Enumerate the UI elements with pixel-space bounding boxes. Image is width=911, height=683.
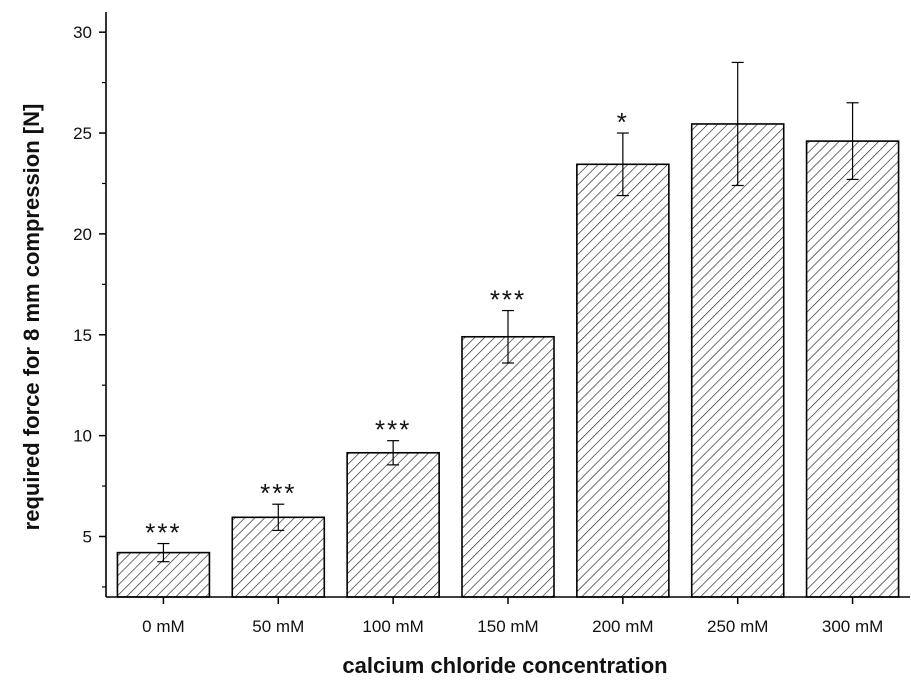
- significance-label: *: [617, 107, 629, 137]
- y-tick-label: 25: [73, 124, 92, 143]
- significance-label: ***: [375, 415, 411, 445]
- y-tick-label: 10: [73, 427, 92, 446]
- significance-label: ***: [490, 285, 526, 315]
- x-axis-title: calcium chloride concentration: [342, 653, 667, 678]
- bar: [690, 123, 785, 598]
- bars-layer: [116, 61, 900, 598]
- labels-layer: 5 10 15 20 25 30 *** 0 mM *** 50 mM *** 100 mM *** 15…: [73, 23, 883, 636]
- x-tick-label: 100 mM: [362, 617, 423, 636]
- y-tick-label: 5: [83, 527, 92, 546]
- y-tick-label: 20: [73, 225, 92, 244]
- x-tick-label: 50 mM: [252, 617, 304, 636]
- bar: [805, 140, 900, 598]
- x-tick-label: 0 mM: [142, 617, 185, 636]
- axes-layer: [99, 12, 910, 604]
- significance-label: ***: [260, 478, 296, 508]
- significance-label: ***: [145, 518, 181, 548]
- x-tick-label: 250 mM: [707, 617, 768, 636]
- bar: [346, 451, 440, 598]
- bar: [576, 163, 670, 598]
- bar: [461, 335, 555, 598]
- x-tick-label: 300 mM: [822, 617, 883, 636]
- y-axis-title: required force for 8 mm compression [N]: [19, 104, 44, 531]
- x-tick-label: 200 mM: [592, 617, 653, 636]
- y-tick-label: 15: [73, 326, 92, 345]
- x-tick-label: 150 mM: [477, 617, 538, 636]
- y-tick-label: 30: [73, 23, 92, 42]
